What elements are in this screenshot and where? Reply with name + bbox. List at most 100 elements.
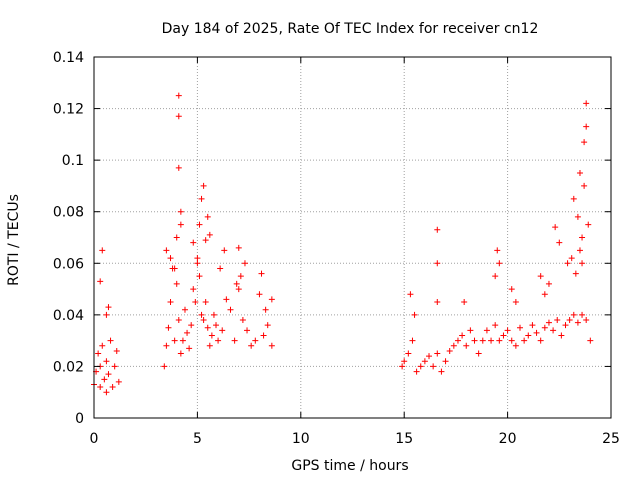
data-point (231, 337, 238, 344)
data-point (237, 273, 244, 280)
data-point (179, 337, 186, 344)
data-point (434, 260, 441, 267)
data-point (471, 337, 478, 344)
data-point (570, 195, 577, 202)
data-point (175, 92, 182, 99)
data-point (434, 226, 441, 233)
data-point (494, 247, 501, 254)
data-point (401, 358, 408, 365)
x-tick-label: 5 (193, 431, 202, 447)
data-point (252, 337, 259, 344)
data-point (196, 221, 203, 228)
data-point (426, 353, 433, 360)
data-point (576, 247, 583, 254)
data-point (550, 327, 557, 334)
data-point (161, 363, 168, 370)
data-point (525, 332, 532, 339)
data-point (202, 298, 209, 305)
data-point (99, 342, 106, 349)
y-tick-label: 0.12 (53, 102, 84, 118)
data-point (585, 221, 592, 228)
data-point (492, 322, 499, 329)
data-point (115, 378, 122, 385)
chart-title: Day 184 of 2025, Rate Of TEC Index for r… (162, 21, 539, 37)
data-point (173, 280, 180, 287)
data-point (97, 278, 104, 285)
data-point (405, 350, 412, 357)
data-point (181, 306, 188, 313)
y-tick-label: 0.02 (53, 359, 84, 375)
data-point (219, 327, 226, 334)
data-point (103, 358, 110, 365)
data-point (541, 324, 548, 331)
data-point (488, 337, 495, 344)
x-tick-label: 0 (90, 431, 99, 447)
y-tick-label: 0 (75, 411, 84, 427)
data-point (409, 337, 416, 344)
data-point (244, 327, 251, 334)
data-point (188, 322, 195, 329)
data-point (194, 260, 201, 267)
plot-frame (93, 56, 612, 419)
y-tick-label: 0.1 (62, 153, 84, 169)
data-point (95, 350, 102, 357)
data-point (434, 298, 441, 305)
data-point (113, 347, 120, 354)
data-point (492, 273, 499, 280)
data-point (417, 363, 424, 370)
data-point (103, 389, 110, 396)
data-point (576, 170, 583, 177)
data-point (496, 337, 503, 344)
data-point (579, 260, 586, 267)
data-point (213, 322, 220, 329)
data-point (177, 208, 184, 215)
data-point (508, 286, 515, 293)
data-point (533, 329, 540, 336)
data-point (262, 306, 269, 313)
data-point (239, 317, 246, 324)
data-point (235, 286, 242, 293)
data-point (421, 358, 428, 365)
data-point (173, 234, 180, 241)
data-point (206, 231, 213, 238)
data-point (217, 265, 224, 272)
data-point (177, 350, 184, 357)
data-point (200, 182, 207, 189)
data-point (198, 311, 205, 318)
data-point (264, 322, 271, 329)
data-point (574, 319, 581, 326)
data-point (177, 221, 184, 228)
data-point (202, 237, 209, 244)
data-point (450, 342, 457, 349)
data-point (200, 317, 207, 324)
data-point (190, 286, 197, 293)
data-point (167, 255, 174, 262)
data-point (454, 337, 461, 344)
x-tick-label: 10 (292, 431, 310, 447)
data-point (192, 298, 199, 305)
data-point (517, 324, 524, 331)
data-point (190, 239, 197, 246)
data-point (564, 260, 571, 267)
data-point (258, 270, 265, 277)
data-point (570, 311, 577, 318)
data-point (545, 280, 552, 287)
data-point (99, 247, 106, 254)
data-point (574, 213, 581, 220)
data-point (583, 123, 590, 130)
data-point (581, 182, 588, 189)
y-tick-label: 0.08 (53, 205, 84, 221)
data-point (241, 260, 248, 267)
data-point (500, 332, 507, 339)
grid-lines (94, 57, 611, 418)
data-point (583, 317, 590, 324)
data-point (97, 384, 104, 391)
x-tick-label: 15 (395, 431, 413, 447)
data-point (268, 342, 275, 349)
data-point (221, 247, 228, 254)
data-point (167, 298, 174, 305)
data-point (105, 304, 112, 311)
data-point (537, 337, 544, 344)
data-point (579, 234, 586, 241)
